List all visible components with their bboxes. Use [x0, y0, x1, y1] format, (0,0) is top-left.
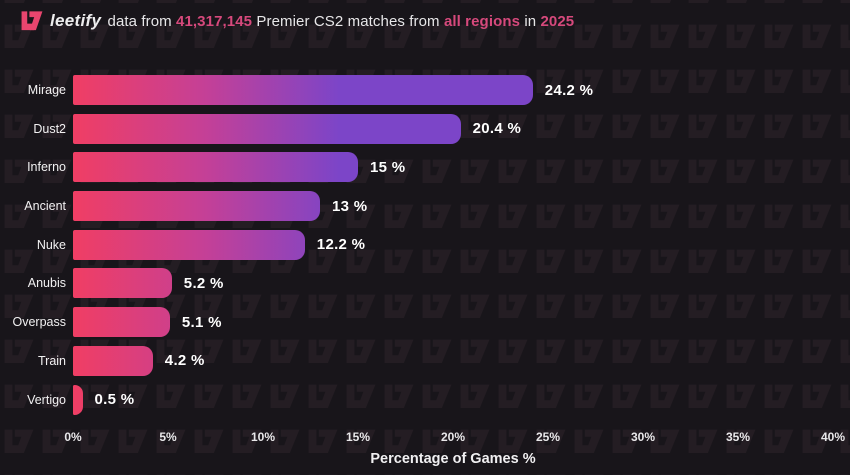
- value-label: 5.2 %: [183, 274, 224, 292]
- bar-ancient[interactable]: [73, 191, 320, 222]
- category-label-mirage: Mirage: [27, 83, 66, 97]
- regions-highlight: all regions: [443, 12, 521, 30]
- bar-track: 5.1 %: [73, 307, 833, 338]
- bar-track: 24.2 %: [73, 75, 833, 105]
- header: leetify data from 41,317,145 Premier CS2…: [21, 11, 574, 31]
- value-label: 20.4 %: [472, 120, 522, 138]
- match-count: 41,317,145: [176, 12, 253, 30]
- category-label-dust2: Dust2: [33, 121, 66, 136]
- x-axis-title: Percentage of Games %: [370, 451, 536, 467]
- bar-inferno[interactable]: [73, 152, 358, 183]
- x-tick: 20%: [440, 430, 466, 444]
- bar-dust2[interactable]: [73, 113, 461, 144]
- header-text: Premier CS2 matches from: [252, 12, 444, 30]
- bar-train[interactable]: [73, 345, 153, 376]
- x-tick: 30%: [630, 430, 656, 444]
- chart-row: Overpass 5.1 %: [0, 307, 850, 338]
- x-tick: 40%: [820, 430, 846, 444]
- brand-name: leetify: [50, 11, 102, 30]
- bar-mirage[interactable]: [73, 75, 533, 105]
- category-label-overpass: Overpass: [12, 315, 67, 330]
- bar-nuke[interactable]: [73, 229, 305, 260]
- bar-track: 4.2 %: [73, 345, 833, 376]
- value-label: 4.2 %: [164, 352, 205, 370]
- category-label-vertigo: Vertigo: [27, 392, 66, 407]
- x-tick: 5%: [159, 430, 177, 444]
- category-label-train: Train: [37, 353, 66, 368]
- x-tick: 15%: [345, 430, 371, 444]
- leetify-logo-icon: [21, 11, 43, 31]
- bar-track: 12.2 %: [73, 229, 833, 260]
- value-label: 0.5 %: [94, 391, 135, 408]
- x-tick: 35%: [725, 430, 751, 444]
- chart-row: Ancient 13 %: [0, 191, 850, 222]
- header-text: in: [520, 12, 541, 30]
- chart-rows: Mirage 24.2 % Dust2 20.4 % Inferno 15 % Ancien…: [0, 75, 850, 415]
- value-label: 24.2 %: [544, 81, 594, 99]
- category-label-nuke: Nuke: [36, 237, 66, 252]
- bar-vertigo[interactable]: [73, 384, 83, 415]
- x-tick: 0%: [64, 430, 82, 444]
- x-axis: 0% 5% 10% 15% 20% 25% 30% 35% 40%: [64, 430, 845, 446]
- value-label: 12.2 %: [316, 236, 366, 254]
- chart-row: Dust2 20.4 %: [0, 113, 850, 144]
- value-label: 5.1 %: [181, 313, 222, 331]
- bar-overpass[interactable]: [73, 307, 170, 338]
- bar-track: 15 %: [73, 152, 833, 183]
- chart-row: Inferno 15 %: [0, 152, 850, 183]
- category-label-anubis: Anubis: [27, 276, 66, 291]
- bar-track: 5.2 %: [73, 268, 833, 299]
- value-label: 13 %: [332, 197, 368, 215]
- bar-track: 13 %: [73, 191, 833, 222]
- x-tick: 10%: [250, 430, 276, 444]
- chart-row: Mirage 24.2 %: [0, 75, 850, 105]
- x-tick: 25%: [535, 430, 561, 444]
- category-label-inferno: Inferno: [27, 160, 66, 175]
- category-label-ancient: Ancient: [24, 199, 66, 214]
- bar-anubis[interactable]: [73, 268, 172, 299]
- header-text: data from: [103, 12, 177, 30]
- value-label: 15 %: [370, 158, 406, 176]
- chart-row: Vertigo 0.5 %: [0, 384, 850, 415]
- bar-track: 20.4 %: [73, 113, 833, 144]
- chart-row: Nuke 12.2 %: [0, 229, 850, 260]
- bar-track: 0.5 %: [73, 384, 833, 415]
- year-highlight: 2025: [540, 12, 575, 30]
- chart-row: Train 4.2 %: [0, 345, 850, 376]
- chart-row: Anubis 5.2 %: [0, 268, 850, 299]
